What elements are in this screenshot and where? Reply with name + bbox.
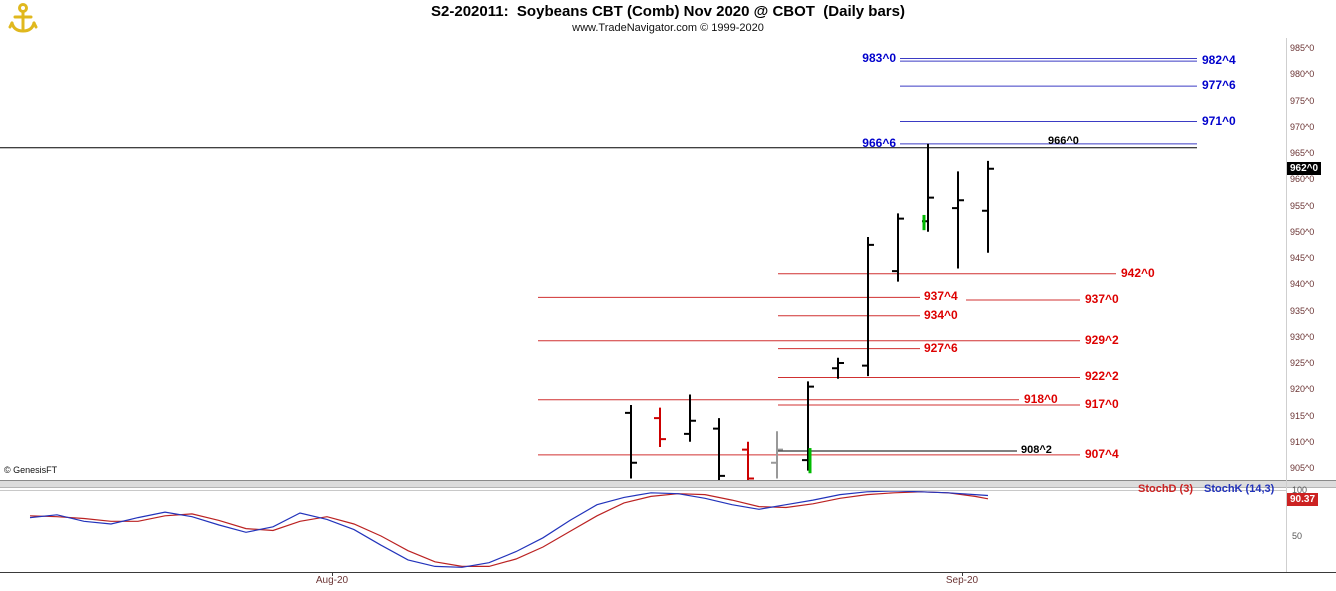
price-axis-line[interactable] <box>1286 38 1287 572</box>
stochd-line <box>29 491 989 568</box>
chart-subtitle: www.TradeNavigator.com © 1999-2020 <box>572 22 764 34</box>
stoch-value-badge: 90.37 <box>1287 492 1319 506</box>
time-axis-line <box>0 572 1336 573</box>
last-price-badge: 962^0 <box>1287 161 1322 175</box>
stochk-indicator-label[interactable]: StochK (14,3) <box>1204 483 1275 495</box>
stoch-100-gridline <box>0 490 1286 491</box>
anchor-logo-icon <box>8 3 38 33</box>
panel-divider[interactable] <box>0 480 1336 488</box>
genesis-watermark: © GenesisFT <box>4 465 58 475</box>
stochd-indicator-label[interactable]: StochD (3) <box>1138 483 1193 495</box>
chart-title: S2-202011: Soybeans CBT (Comb) Nov 2020 … <box>431 3 905 20</box>
stochk-line <box>29 490 989 568</box>
